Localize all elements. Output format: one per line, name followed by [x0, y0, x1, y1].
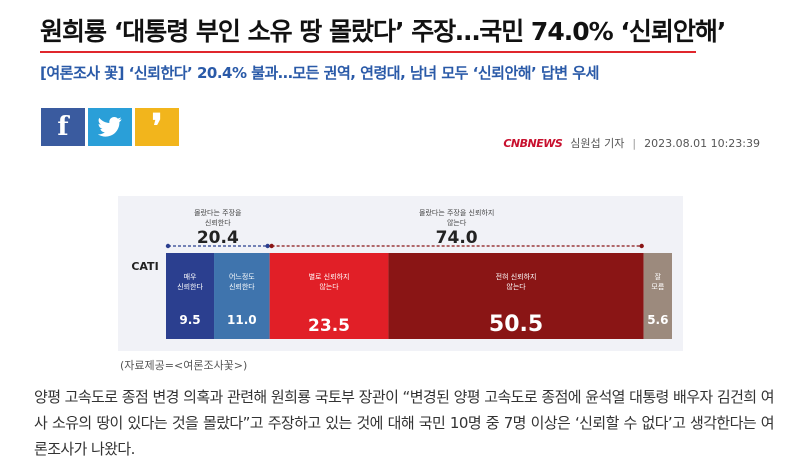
segment-label: 별로 신뢰하지	[309, 272, 350, 281]
segment-label: 않는다	[319, 282, 339, 291]
author-name: 심원섭 기자	[570, 137, 625, 150]
article-meta: CNBNEWS 심원섭 기자 | 2023.08.01 10:23:39	[503, 135, 760, 151]
segment-value: 9.5	[179, 313, 200, 327]
group-label: 몰랐다는 주장을 신뢰하지	[419, 208, 494, 217]
segment-value: 5.6	[647, 313, 668, 327]
article-body: 양평 고속도로 종점 변경 의혹과 관련해 원희룡 국토부 장관이 “변경된 양…	[34, 388, 775, 458]
segment-value: 11.0	[227, 313, 257, 327]
article-subheadline: [여론조사 꽃] ‘신뢰한다’ 20.4% 불과…모든 권역, 연령대, 남녀 …	[40, 64, 599, 82]
group-label: 않는다	[447, 218, 467, 227]
segment-label: 어느정도	[229, 272, 255, 281]
segment-label: 모름	[651, 283, 664, 291]
source-logo: CNBNEWS	[503, 136, 563, 150]
segment-value: 50.5	[489, 312, 543, 337]
group-label: 몰랐다는 주장을	[194, 208, 242, 217]
bar-segment	[166, 253, 215, 339]
bar-segment	[269, 253, 389, 339]
bracket-end	[269, 243, 274, 249]
poll-chart: CATI 매우 신뢰한다 9.5 어느정도 신뢰한다 11.0 별로 신뢰하지 않는다 23.5 전…	[118, 196, 683, 351]
kakao-share-button[interactable]: ❜	[135, 108, 179, 146]
bracket-end	[165, 243, 171, 249]
segment-label: 신뢰한다	[177, 282, 203, 291]
group-total: 20.4	[197, 228, 239, 248]
meta-separator: |	[632, 136, 637, 150]
article-headline: 원희룡 ‘대통령 부인 소유 땅 몰랐다’ 주장…국민 74.0% ‘신뢰안해’	[40, 17, 726, 46]
facebook-share-button[interactable]: f	[41, 108, 85, 146]
row-label: CATI	[131, 260, 158, 273]
bar-segment	[214, 253, 270, 339]
bar-segment	[643, 253, 672, 339]
segment-label: 잘	[655, 273, 662, 281]
segment-label: 전혀 신뢰하지	[496, 272, 537, 281]
bracket-end	[639, 243, 644, 249]
twitter-share-button[interactable]	[88, 108, 132, 146]
bar-segment	[388, 253, 644, 339]
segment-value: 23.5	[308, 316, 350, 336]
kakao-icon: ❜	[151, 107, 163, 147]
headline-divider	[40, 51, 696, 53]
twitter-icon	[98, 117, 122, 137]
group-label: 신뢰한다	[205, 218, 231, 227]
group-total: 74.0	[436, 228, 478, 248]
bracket-end	[265, 243, 270, 249]
facebook-icon: f	[57, 112, 69, 142]
segment-label: 매우	[184, 273, 197, 281]
image-caption: (자료제공=<여론조사꽃>)	[120, 359, 248, 372]
segment-label: 신뢰한다	[229, 282, 255, 291]
publish-date: 2023.08.01 10:23:39	[644, 136, 760, 150]
segment-label: 않는다	[506, 282, 526, 291]
